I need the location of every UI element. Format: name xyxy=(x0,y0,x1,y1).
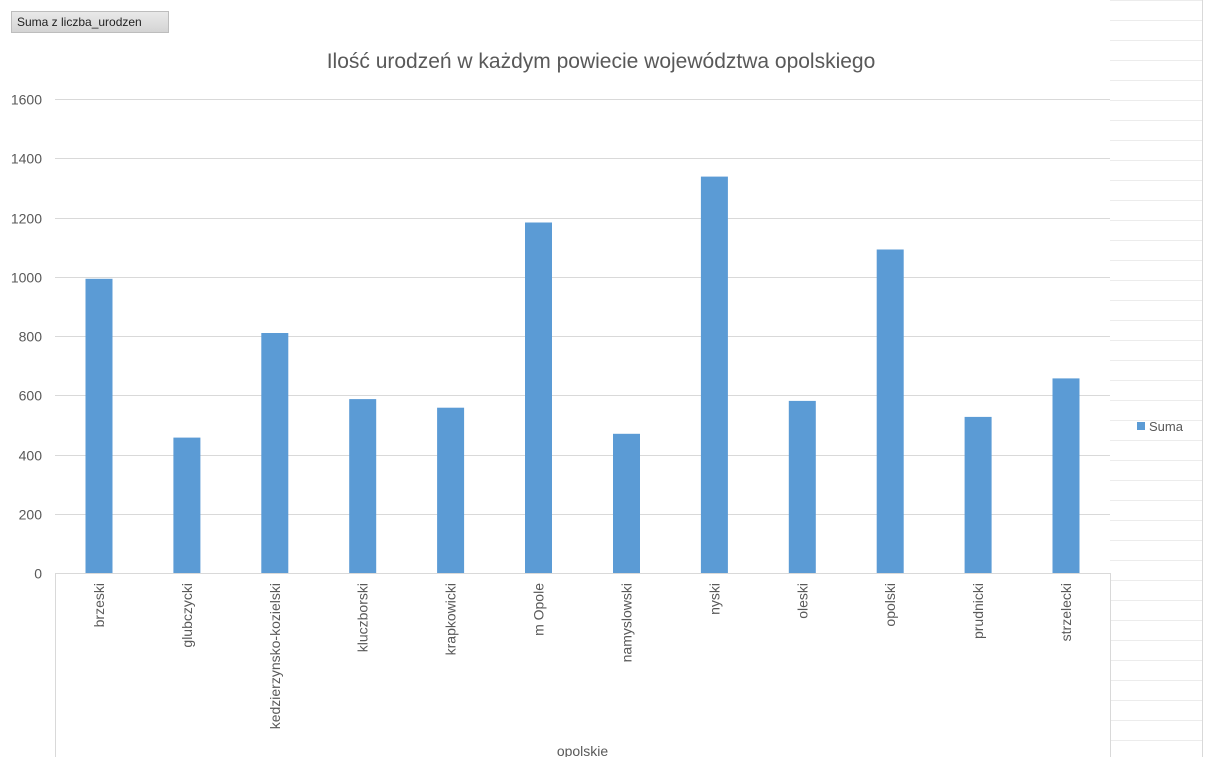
x-category-label: namyslowski xyxy=(619,583,635,662)
x-category-label: prudnicki xyxy=(970,583,986,639)
y-tick-label: 600 xyxy=(19,388,43,404)
y-tick-label: 800 xyxy=(19,329,43,345)
x-group-label: opolskie xyxy=(557,743,609,757)
x-category-label: strzelecki xyxy=(1058,583,1074,641)
y-tick-label: 200 xyxy=(19,507,43,523)
y-tick-label: 1000 xyxy=(11,270,42,286)
bar-brzeski[interactable] xyxy=(85,278,113,573)
y-tick-label: 1600 xyxy=(11,92,42,108)
bar-nyski[interactable] xyxy=(700,176,728,573)
y-tick-label: 1200 xyxy=(11,211,42,227)
x-category-label: nyski xyxy=(706,583,722,615)
x-category-label: oleski xyxy=(794,583,810,619)
bar-kluczborski[interactable] xyxy=(349,399,377,573)
legend-label: Suma xyxy=(1149,418,1183,434)
x-category-label: brzeski xyxy=(91,583,107,627)
pivot-field-button[interactable]: Suma z liczba_urodzen xyxy=(11,11,169,33)
bar-namyslowski[interactable] xyxy=(613,433,640,573)
chart-legend: Suma xyxy=(1137,418,1183,434)
x-category-label: m Opole xyxy=(531,583,547,636)
x-category-label: opolski xyxy=(882,583,898,627)
y-tick-label: 0 xyxy=(34,566,42,582)
bar-m-opole[interactable] xyxy=(525,222,552,574)
y-tick-label: 1400 xyxy=(11,151,42,167)
bar-strzelecki[interactable] xyxy=(1052,378,1080,573)
bar-prudnicki[interactable] xyxy=(964,416,992,573)
bar-oleski[interactable] xyxy=(788,400,816,573)
x-category-label: glubczycki xyxy=(179,583,195,648)
x-category-label: kluczborski xyxy=(355,583,371,652)
bar-kedzierzynsko-kozielski[interactable] xyxy=(261,333,289,573)
bar-krapkowicki[interactable] xyxy=(437,407,465,573)
bar-opolski[interactable] xyxy=(876,249,904,574)
x-category-label: krapkowicki xyxy=(443,583,459,655)
y-tick-label: 400 xyxy=(19,448,43,464)
x-category-label: kedzierzynsko-kozielski xyxy=(267,583,283,729)
chart-title: Ilość urodzeń w każdym powiecie wojewódz… xyxy=(326,50,876,73)
bar-glubczycki[interactable] xyxy=(173,437,201,573)
legend-swatch xyxy=(1137,422,1145,430)
